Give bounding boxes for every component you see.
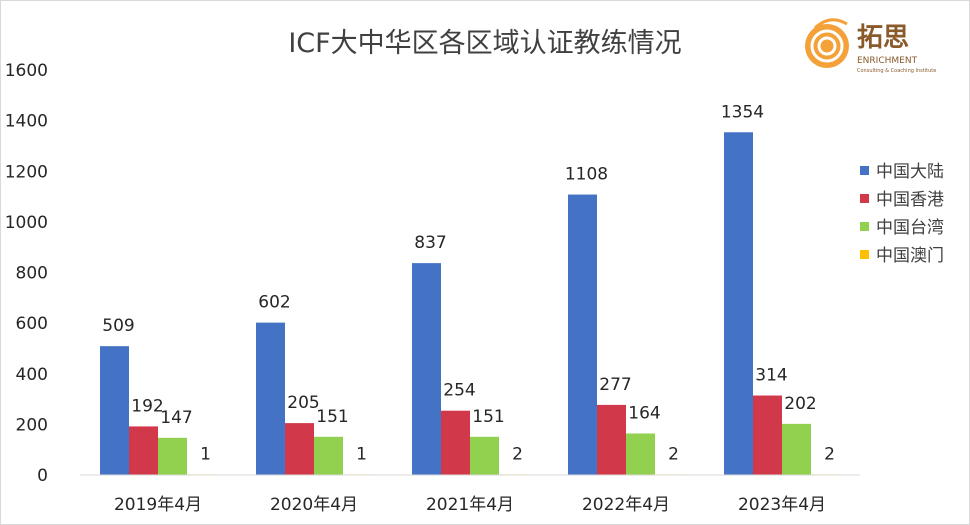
data-label: 509 bbox=[102, 316, 134, 336]
bar bbox=[314, 436, 343, 475]
y-tick-label: 800 bbox=[16, 264, 48, 284]
brand-logo: 拓思 ENRICHMENT Consulting & Coaching Inst… bbox=[805, 18, 936, 74]
data-label: 1354 bbox=[721, 102, 764, 122]
bar bbox=[782, 423, 811, 475]
x-tick-label: 2020年4月 bbox=[270, 495, 358, 515]
y-tick-label: 0 bbox=[37, 466, 48, 486]
legend-swatch bbox=[860, 250, 869, 259]
legend-label: 中国台湾 bbox=[876, 218, 944, 238]
y-tick-label: 1400 bbox=[5, 112, 48, 132]
data-label: 192 bbox=[131, 396, 163, 416]
logo-tagline: Consulting & Coaching Institute bbox=[857, 68, 936, 74]
spiral-logo-icon bbox=[805, 18, 849, 68]
bar bbox=[597, 404, 626, 475]
data-label: 837 bbox=[414, 233, 446, 253]
bar bbox=[470, 436, 499, 475]
y-tick-label: 600 bbox=[16, 314, 48, 334]
data-label: 205 bbox=[287, 393, 319, 413]
data-label: 277 bbox=[599, 375, 631, 395]
x-tick-label: 2019年4月 bbox=[114, 495, 202, 515]
y-tick-label: 200 bbox=[16, 415, 48, 435]
data-label: 2 bbox=[512, 444, 523, 464]
bar bbox=[158, 437, 187, 475]
data-label: 1 bbox=[356, 445, 367, 465]
bar bbox=[256, 322, 285, 475]
y-tick-label: 1200 bbox=[5, 162, 48, 182]
bar bbox=[724, 132, 753, 476]
data-label: 314 bbox=[755, 366, 787, 386]
x-axis: 2019年4月 2020年4月 2021年4月 2022年4月 2023年4月 bbox=[80, 474, 860, 515]
data-label: 202 bbox=[784, 394, 816, 414]
legend-label: 中国澳门 bbox=[876, 246, 944, 266]
legend-label: 中国香港 bbox=[876, 190, 944, 210]
data-labels-group: 5091921471602205151183725415121108277164… bbox=[102, 102, 835, 464]
x-tick-label: 2022年4月 bbox=[582, 495, 670, 515]
bar bbox=[129, 426, 158, 475]
logo-sub: ENRICHMENT bbox=[857, 56, 918, 66]
bar bbox=[626, 433, 655, 475]
bars-group bbox=[100, 132, 840, 476]
data-label: 2 bbox=[668, 444, 679, 464]
bar bbox=[568, 194, 597, 475]
bar bbox=[285, 423, 314, 475]
chart-title: ICF大中华区各区域认证教练情况 bbox=[288, 28, 681, 59]
y-tick-label: 1000 bbox=[5, 213, 48, 233]
data-label: 1108 bbox=[565, 165, 608, 185]
bar bbox=[412, 263, 441, 475]
data-label: 151 bbox=[316, 407, 348, 427]
legend-swatch bbox=[860, 194, 869, 203]
y-tick-label: 400 bbox=[16, 365, 48, 385]
data-label: 164 bbox=[628, 403, 660, 423]
y-axis: 0 200 400 600 800 1000 1200 1400 1600 bbox=[5, 61, 48, 486]
bar bbox=[753, 395, 782, 475]
data-label: 1 bbox=[200, 445, 211, 465]
bar bbox=[100, 346, 129, 475]
logo-name: 拓思 bbox=[857, 23, 909, 53]
data-label: 602 bbox=[258, 293, 290, 313]
data-label: 2 bbox=[824, 444, 835, 464]
legend-swatch bbox=[860, 166, 869, 175]
y-tick-label: 1600 bbox=[5, 61, 48, 81]
data-label: 147 bbox=[160, 408, 192, 428]
x-tick-label: 2023年4月 bbox=[738, 495, 826, 515]
legend-swatch bbox=[860, 222, 869, 231]
data-label: 151 bbox=[472, 407, 504, 427]
bar bbox=[441, 410, 470, 475]
x-tick-label: 2021年4月 bbox=[426, 495, 514, 515]
legend-label: 中国大陆 bbox=[876, 162, 944, 182]
data-label: 254 bbox=[443, 381, 475, 401]
